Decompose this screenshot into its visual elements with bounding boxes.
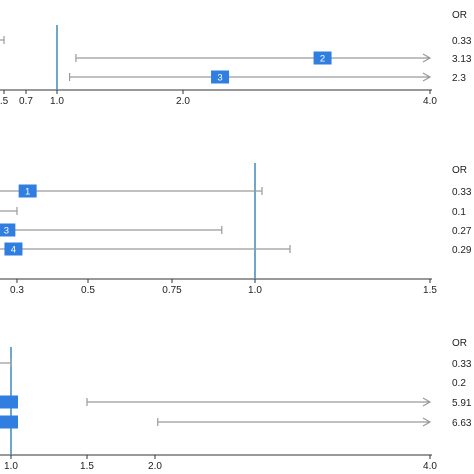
point-estimate-marker xyxy=(4,242,23,256)
marker-label: 3 xyxy=(4,226,9,237)
odds-ratio-value: 5.91 xyxy=(452,398,472,409)
ci-upper-arrow xyxy=(422,72,432,82)
odds-ratio-value: 0.29 xyxy=(452,245,472,256)
x-tick-label: 1.5 xyxy=(423,285,437,296)
marker-label: 3 xyxy=(217,73,222,84)
point-estimate-marker xyxy=(313,51,332,65)
x-tick-label: 2.0 xyxy=(176,96,190,107)
x-tick-label: .5 xyxy=(0,96,9,107)
x-tick-label: 4.0 xyxy=(423,461,437,472)
marker-label: 1 xyxy=(25,187,30,198)
odds-ratio-value: 0.33 xyxy=(452,36,472,47)
odds-ratio-value: 0.33 xyxy=(452,187,472,198)
odds-ratio-value: 3.13 xyxy=(452,54,472,65)
or-column-header: OR xyxy=(452,10,467,21)
or-column-header: OR xyxy=(452,338,467,349)
odds-ratio-value: 0.27 xyxy=(452,226,472,237)
point-estimate-marker xyxy=(0,223,16,237)
point-estimate-marker xyxy=(18,184,37,198)
or-column-header: OR xyxy=(452,165,467,176)
marker-label: 2 xyxy=(320,54,325,65)
x-tick-label: 0.75 xyxy=(162,285,182,296)
marker-label: 4 xyxy=(11,245,16,256)
x-tick-label: 0.3 xyxy=(10,285,24,296)
ci-upper-arrow xyxy=(422,417,432,427)
odds-ratio-value: 2.3 xyxy=(452,73,466,84)
x-tick-label: 1.0 xyxy=(50,96,64,107)
ci-upper-arrow xyxy=(422,397,432,407)
odds-ratio-value: 0.33 xyxy=(452,359,472,370)
x-tick-label: 1.0 xyxy=(248,285,262,296)
ci-upper-arrow xyxy=(422,53,432,63)
x-tick-label: 1.5 xyxy=(80,461,94,472)
x-tick-label: 0.7 xyxy=(19,96,33,107)
x-tick-label: 1.0 xyxy=(4,461,18,472)
point-estimate-marker xyxy=(0,395,18,409)
point-estimate-marker xyxy=(211,70,230,84)
odds-ratio-value: 0.1 xyxy=(452,207,466,218)
odds-ratio-value: 0.2 xyxy=(452,378,466,389)
x-tick-label: 0.5 xyxy=(81,285,95,296)
x-tick-label: 4.0 xyxy=(423,96,437,107)
x-tick-label: 2.0 xyxy=(148,461,162,472)
odds-ratio-value: 6.63 xyxy=(452,418,472,429)
point-estimate-marker xyxy=(0,415,18,429)
